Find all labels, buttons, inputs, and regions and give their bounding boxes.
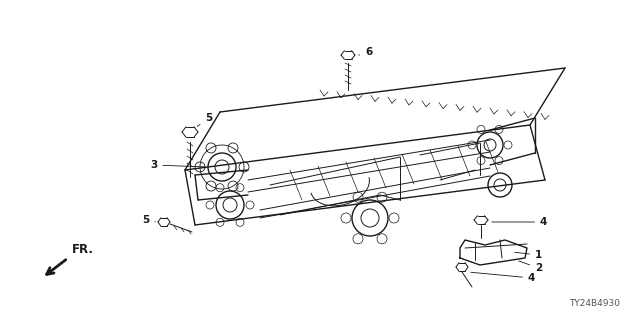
Text: 4: 4 — [471, 272, 536, 283]
Text: 5: 5 — [197, 113, 212, 126]
Text: 1: 1 — [515, 250, 542, 260]
Text: 4: 4 — [492, 217, 547, 227]
Text: 2: 2 — [518, 261, 542, 273]
Text: 6: 6 — [358, 47, 372, 57]
Text: FR.: FR. — [72, 243, 94, 256]
Text: TY24B4930: TY24B4930 — [569, 299, 620, 308]
Text: 3: 3 — [150, 160, 205, 170]
Text: 5: 5 — [142, 215, 156, 225]
